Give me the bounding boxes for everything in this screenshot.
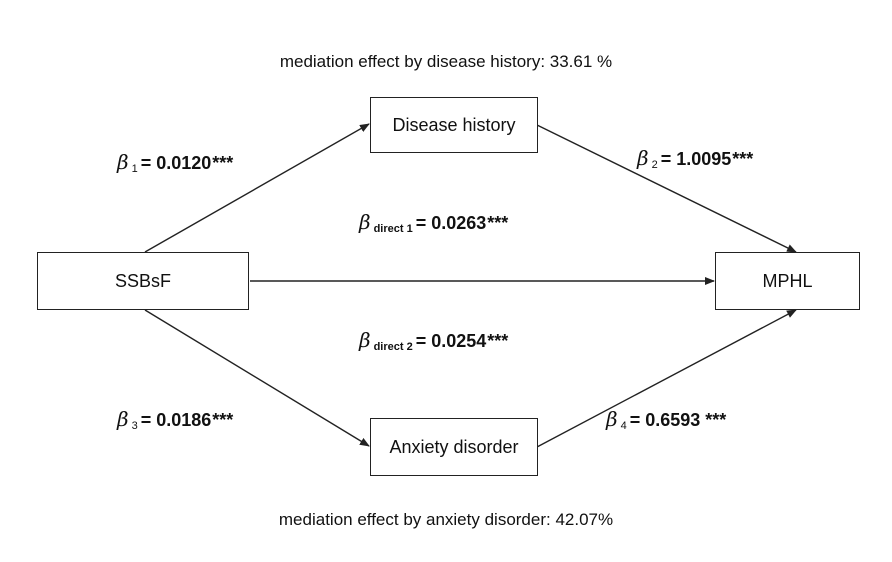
coefficient-beta3: β 3 = 0.0186 *** — [117, 407, 234, 432]
arrow-exposure-to-mediator1 — [144, 123, 370, 253]
beta-symbol: β — [606, 407, 618, 431]
coefficient-value: 1.0095 — [676, 149, 732, 169]
coefficient-value: 0.0263 — [431, 213, 487, 233]
beta-symbol: β — [117, 150, 129, 174]
equals-sign: = — [629, 410, 641, 430]
coefficient-subscript: 1 — [131, 163, 138, 175]
coefficient-value: 0.0254 — [431, 331, 487, 351]
node-label: MPHL — [762, 270, 813, 291]
coefficient-beta-direct2: β direct 2 = 0.0254 *** — [359, 328, 509, 353]
coefficient-subscript: 2 — [651, 159, 658, 171]
coefficient-subscript: 4 — [620, 420, 627, 432]
node-label: SSBsF — [114, 270, 171, 291]
mediation-caption-anxiety-disorder: mediation effect by anxiety disorder: 42… — [278, 510, 614, 529]
coefficient-subscript: direct 1 — [373, 223, 413, 235]
equals-sign: = — [140, 153, 152, 173]
beta-symbol: β — [117, 407, 129, 431]
significance-stars: *** — [487, 213, 509, 233]
node-anxiety-disorder: Anxiety disorder — [370, 418, 538, 476]
mediation-caption-disease-history: mediation effect by disease history: 33.… — [279, 52, 613, 71]
coefficient-value: 0.0120 — [156, 153, 212, 173]
arrow-mediator2-to-outcome — [536, 309, 797, 448]
coefficient-value: 0.0186 — [156, 410, 212, 430]
arrow-mediator1-to-outcome — [536, 124, 797, 253]
node-label: Anxiety disorder — [389, 436, 519, 457]
arrow-exposure-to-mediator2 — [144, 309, 370, 447]
coefficient-beta4: β 4 = 0.6593 *** — [606, 407, 727, 432]
node-mphl: MPHL — [715, 252, 860, 310]
equals-sign: = — [415, 213, 427, 233]
coefficient-subscript: direct 2 — [373, 341, 413, 353]
beta-symbol: β — [359, 328, 371, 352]
coefficient-beta1: β 1 = 0.0120 *** — [117, 150, 234, 175]
equals-sign: = — [415, 331, 427, 351]
beta-symbol: β — [359, 210, 371, 234]
significance-stars: *** — [732, 149, 754, 169]
beta-symbol: β — [637, 146, 649, 170]
coefficient-beta2: β 2 = 1.0095 *** — [637, 146, 754, 171]
node-label: Disease history — [392, 114, 516, 135]
significance-stars: *** — [487, 331, 509, 351]
significance-stars: *** — [705, 410, 727, 430]
node-disease-history: Disease history — [370, 97, 538, 153]
coefficient-subscript: 3 — [131, 420, 138, 432]
significance-stars: *** — [212, 410, 234, 430]
significance-stars: *** — [212, 153, 234, 173]
coefficient-value: 0.6593 — [645, 410, 701, 430]
coefficient-beta-direct1: β direct 1 = 0.0263 *** — [359, 210, 509, 235]
node-ssbsf: SSBsF — [37, 252, 249, 310]
equals-sign: = — [660, 149, 672, 169]
equals-sign: = — [140, 410, 152, 430]
